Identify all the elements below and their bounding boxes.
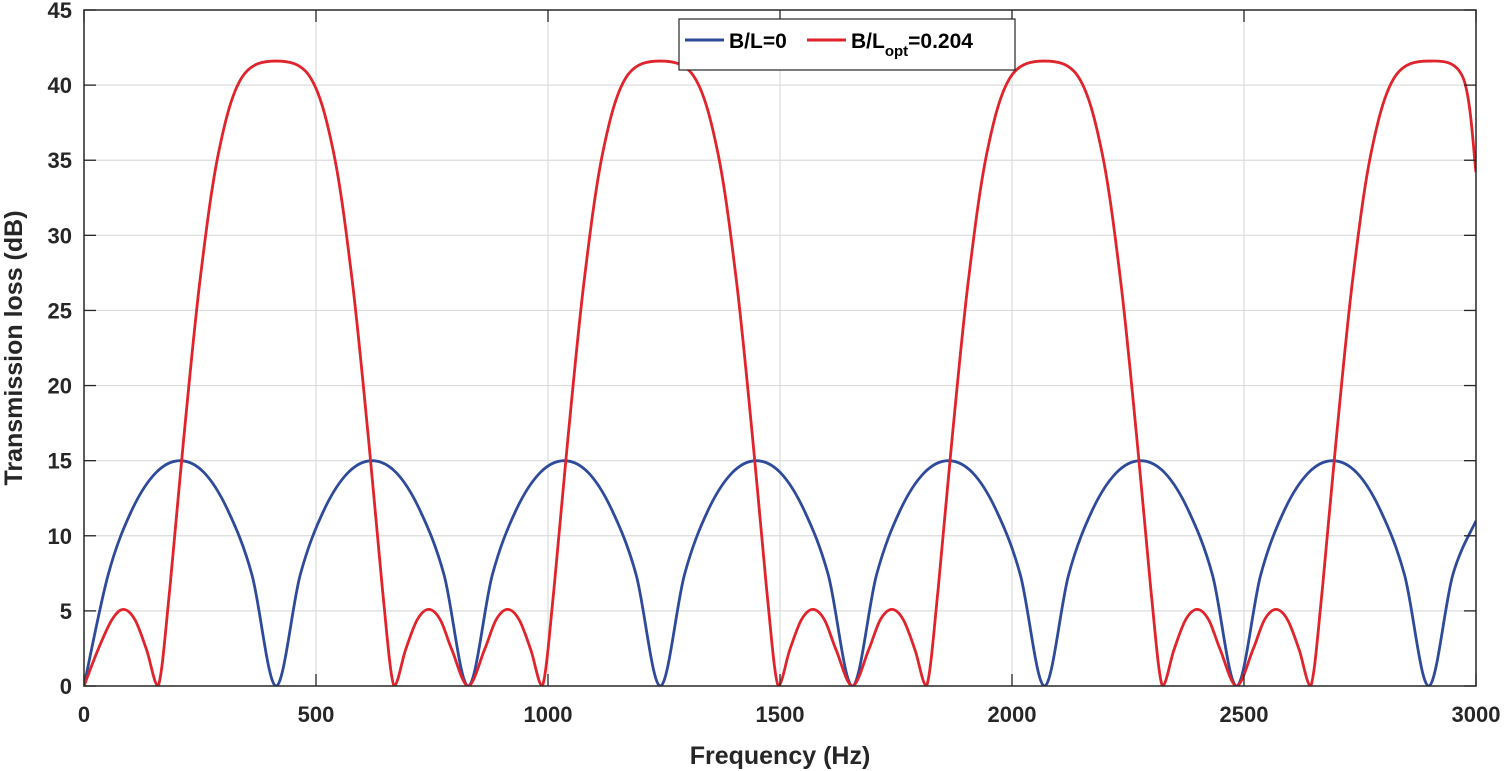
- y-tick-label: 0: [60, 674, 72, 699]
- y-tick-label: 30: [48, 223, 72, 248]
- y-tick-label: 35: [48, 148, 72, 173]
- legend-label-b-l-opt-main: B/L: [851, 30, 885, 53]
- legend-label-b-l-opt-subscript: opt: [885, 43, 908, 60]
- tick-labels: 0 500 1000 1500 2000 2500 3000 0 5 10 15 20 25 30 35 40…: [48, 0, 1501, 727]
- series-line-b-l-0: [84, 459, 1476, 686]
- x-axis-title: Frequency (Hz): [690, 742, 871, 770]
- x-tick-label: 0: [78, 702, 90, 727]
- grid-lines: [84, 10, 1476, 686]
- x-tick-label: 1500: [756, 702, 805, 727]
- legend: B/L=0 B/Lopt=0.204: [678, 18, 1016, 71]
- x-tick-label: 2000: [988, 702, 1037, 727]
- legend-label-b-l-opt-suffix: =0.204: [908, 30, 973, 53]
- x-tick-label: 3000: [1452, 702, 1501, 727]
- legend-box: [678, 18, 1016, 71]
- legend-label-b-l-0: B/L=0: [729, 30, 787, 53]
- x-tick-label: 2500: [1220, 702, 1269, 727]
- y-tick-label: 15: [48, 449, 72, 474]
- x-tick-label: 500: [298, 702, 335, 727]
- y-tick-label: 40: [48, 73, 72, 98]
- y-tick-label: 5: [60, 599, 72, 624]
- legend-label-b-l-opt: B/Lopt=0.204: [851, 30, 973, 60]
- y-tick-label: 45: [48, 0, 72, 23]
- y-tick-label: 10: [48, 524, 72, 549]
- y-axis-title: Transmission loss (dB): [0, 210, 28, 485]
- y-tick-label: 20: [48, 374, 72, 399]
- axis-ticks: [83, 9, 1477, 687]
- y-tick-label: 25: [48, 298, 72, 323]
- x-tick-label: 1000: [524, 702, 573, 727]
